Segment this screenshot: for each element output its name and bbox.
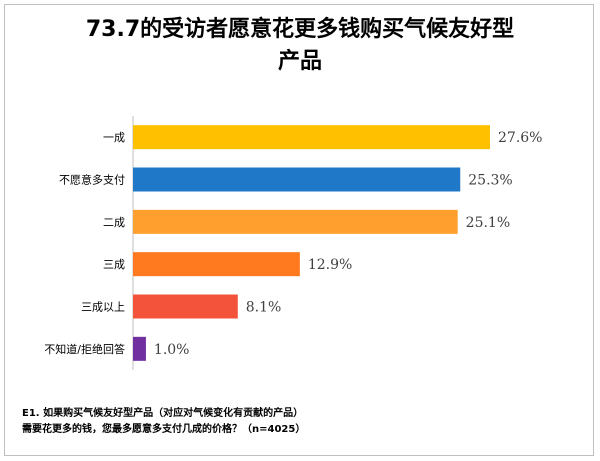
- footnote: E1. 如果购买气候友好型产品（对应对气候变化有贡献的产品） 需要花更多的钱，您…: [22, 406, 305, 438]
- chart-title-line2: 产品: [277, 49, 322, 74]
- bar: [133, 252, 300, 277]
- category-label: 三成以上: [81, 301, 125, 314]
- data-label: 12.9%: [308, 257, 352, 273]
- bar: [133, 336, 146, 361]
- chart-title-line1: 73.7的受访者愿意花更多钱购买气候友好型: [85, 17, 515, 42]
- data-label: 25.3%: [468, 173, 512, 189]
- bar: [133, 209, 458, 234]
- bar: [133, 294, 238, 319]
- footnote-line1: E1. 如果购买气候友好型产品（对应对气候变化有贡献的产品）: [22, 408, 304, 419]
- data-label: 1.0%: [154, 342, 190, 358]
- category-label: 二成: [103, 216, 125, 229]
- category-label: 一成: [103, 131, 125, 144]
- category-label: 不愿意多支付: [59, 173, 125, 187]
- category-label: 三成: [103, 258, 125, 271]
- data-label: 8.1%: [246, 300, 282, 316]
- chart-title: 73.7的受访者愿意花更多钱购买气候友好型 产品: [0, 14, 600, 78]
- bar: [133, 167, 461, 192]
- footnote-line2: 需要花更多的钱，您最多愿意多支付几成的价格？（n=4025）: [22, 424, 306, 435]
- data-label: 25.1%: [466, 215, 510, 231]
- bar: [133, 125, 490, 150]
- data-label: 27.6%: [498, 130, 542, 146]
- category-label: 不知道/拒绝回答: [44, 342, 125, 356]
